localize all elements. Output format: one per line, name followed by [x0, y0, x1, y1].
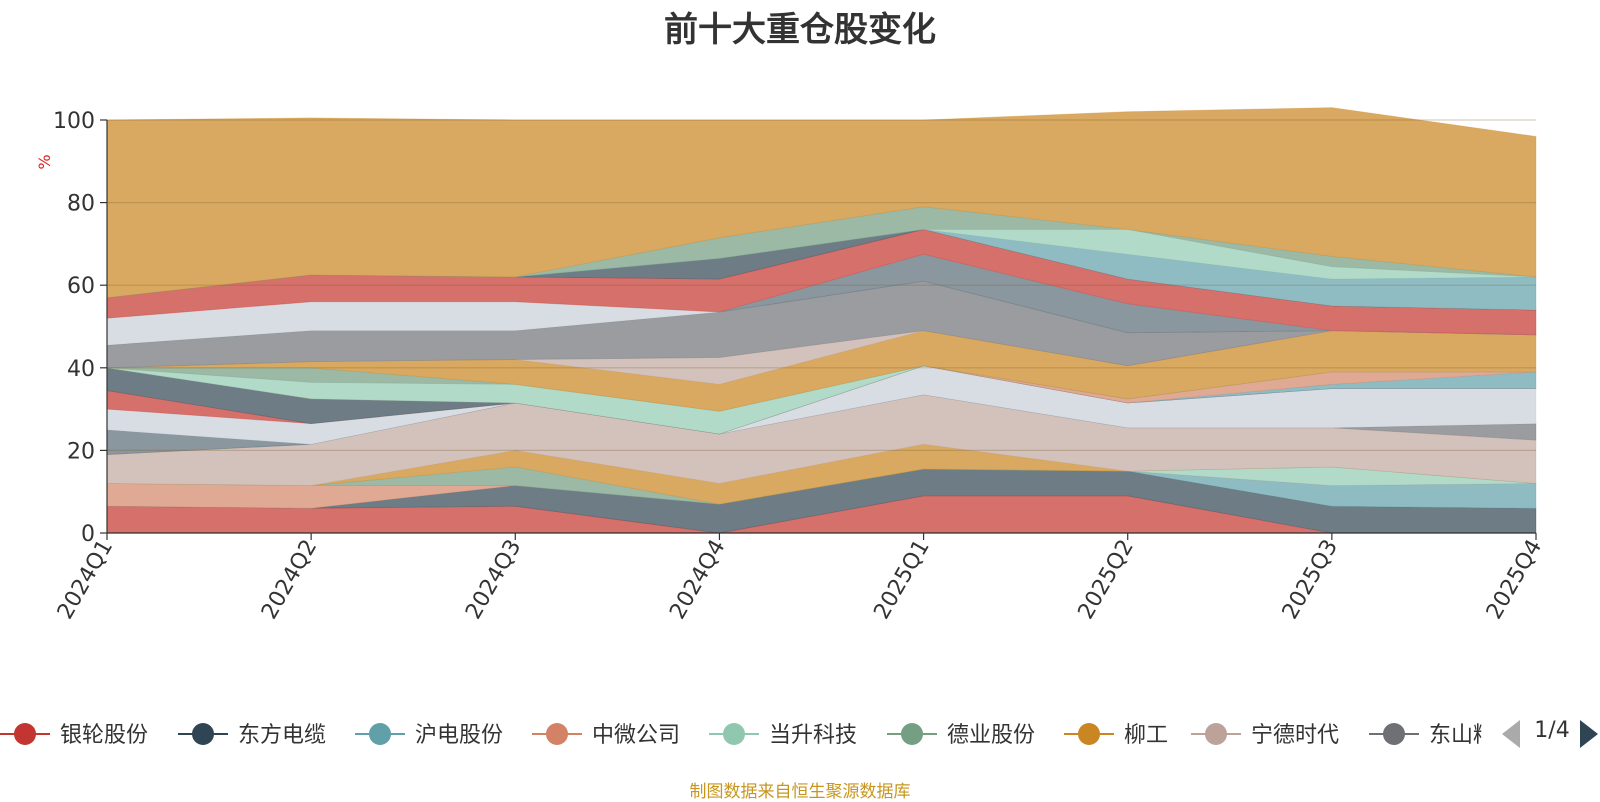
legend-marker	[192, 723, 214, 745]
legend-label: 宁德时代	[1251, 723, 1339, 748]
x-tick-label: 2024Q1	[53, 536, 118, 624]
legend-item[interactable]: 银轮股份	[0, 723, 148, 748]
area-series-16[interactable]	[106, 365, 1536, 435]
area-series-17[interactable]	[106, 365, 1536, 412]
legend-marker	[1383, 723, 1405, 745]
legend-label: 中微公司	[592, 723, 680, 748]
area-series-18[interactable]	[106, 330, 1537, 412]
legend-label: 德业股份	[947, 723, 1035, 748]
x-tick-label: 2025Q1	[869, 536, 934, 624]
y-tick-label: 20	[67, 439, 95, 464]
legend-marker	[1078, 723, 1100, 745]
x-tick-label: 2024Q4	[665, 536, 730, 624]
legend-item[interactable]: 德业股份	[887, 723, 1035, 748]
x-tick-label: 2025Q3	[1278, 536, 1343, 624]
chart-title: 前十大重仓股变化	[664, 10, 936, 50]
area-series-9[interactable]	[106, 394, 1537, 455]
x-tick-label: 2025Q2	[1074, 536, 1139, 624]
area-series-11[interactable]	[106, 365, 1537, 445]
x-tick-label: 2024Q3	[461, 536, 526, 624]
y-tick-label: 40	[67, 357, 95, 382]
legend-item[interactable]: 东方电缆	[178, 723, 326, 748]
area-series-22[interactable]	[106, 253, 1537, 346]
y-tick-label: 0	[81, 522, 95, 547]
legend-item[interactable]: 宁德时代	[1191, 723, 1339, 748]
legend-item[interactable]: 当升科技	[709, 723, 857, 748]
legend-item[interactable]: 柳工	[1064, 723, 1168, 748]
legend-label: 沪电股份	[415, 723, 503, 748]
y-tick-label: 100	[53, 109, 95, 134]
legend-marker	[723, 723, 745, 745]
legend-label: 东山精密	[1429, 723, 1517, 748]
legend-pager: 1/4	[1498, 716, 1598, 752]
legend-prev-page-button[interactable]	[1502, 720, 1520, 748]
legend-marker	[369, 723, 391, 745]
y-tick-label: 80	[67, 192, 95, 217]
legend-item[interactable]: 中微公司	[532, 723, 680, 748]
legend-label: 东方电缆	[238, 723, 326, 748]
legend-page-indicator: 1/4	[1534, 718, 1570, 743]
y-tick-label: 60	[67, 274, 95, 299]
area-series-28[interactable]	[106, 107, 1537, 299]
legend-item[interactable]: 东山精密	[1369, 723, 1517, 748]
y-axis-unit-label: %	[35, 154, 54, 169]
legend-marker	[546, 723, 568, 745]
area-series-group	[106, 107, 1537, 534]
x-tick-label: 2024Q2	[257, 536, 322, 624]
area-series-14[interactable]	[106, 365, 1537, 435]
legend-label: 银轮股份	[60, 723, 148, 748]
legend: 银轮股份 东方电缆 沪电股份 中微公司 当升科技 德业股份 柳工 宁德时代 东山精密	[0, 723, 1517, 748]
legend-marker	[14, 723, 36, 745]
legend-label: 当升科技	[769, 723, 857, 748]
legend-marker	[901, 723, 923, 745]
area-series-8[interactable]	[106, 394, 1537, 486]
legend-label: 柳工	[1124, 723, 1168, 748]
source-note: 制图数据来自恒生聚源数据库	[689, 782, 911, 802]
x-tick-label: 2025Q4	[1482, 536, 1547, 624]
legend-marker	[1205, 723, 1227, 745]
legend-item[interactable]: 沪电股份	[355, 723, 503, 748]
legend-next-page-button[interactable]	[1580, 720, 1598, 748]
